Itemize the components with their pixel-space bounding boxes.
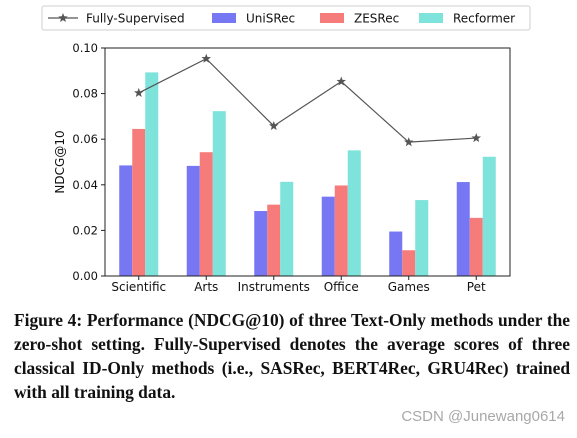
bar-recformer-office: [347, 150, 361, 276]
bar-zesrec-office: [334, 185, 348, 276]
plot-frame: [104, 47, 511, 277]
y-axis-ticks: 0.00 0.02 0.04 0.06 0.08 0.10: [72, 41, 105, 283]
y-tick-label: 0.00: [72, 269, 98, 283]
bar-unisrec-office: [321, 196, 335, 276]
fully-supervised-point-games: [403, 137, 414, 147]
legend-star-icon: [58, 13, 68, 23]
bar-recformer-scientific: [145, 72, 159, 277]
bar-layer: [119, 72, 496, 277]
bar-unisrec-instruments: [254, 211, 268, 276]
x-tick-label-scientific: Scientific: [111, 280, 166, 294]
chart: Fully-Supervised UniSRec ZESRec Recforme…: [41, 5, 531, 294]
legend-box: [41, 5, 531, 31]
y-tick-label: 0.04: [72, 178, 98, 192]
bar-zesrec-pet: [469, 217, 483, 276]
legend: Fully-Supervised UniSRec ZESRec Recforme…: [41, 5, 531, 31]
bar-zesrec-arts: [199, 152, 213, 276]
x-tick-label-arts: Arts: [194, 280, 218, 294]
watermark: CSDN @Junewang0614: [401, 408, 565, 425]
legend-label-fully-supervised: Fully-Supervised: [86, 12, 185, 26]
x-tick-label-instruments: Instruments: [238, 280, 310, 294]
fully-supervised-point-scientific: [133, 87, 144, 97]
bar-zesrec-games: [402, 250, 416, 276]
x-tick-label-office: Office: [324, 280, 359, 294]
y-tick-label: 0.02: [72, 223, 98, 237]
bar-unisrec-games: [389, 231, 403, 276]
y-tick-label: 0.10: [72, 41, 98, 55]
bar-unisrec-scientific: [119, 165, 133, 276]
bar-recformer-pet: [482, 156, 496, 276]
fully-supervised-point-office: [336, 76, 347, 86]
bar-recformer-games: [415, 200, 429, 276]
y-tick-label: 0.06: [72, 132, 98, 146]
legend-swatch-unisrec: [212, 13, 236, 23]
legend-swatch-recformer: [419, 13, 443, 23]
x-tick-label-games: Games: [388, 280, 430, 294]
bar-recformer-instruments: [280, 181, 294, 276]
figure-caption: Figure 4: Performance (NDCG@10) of three…: [14, 310, 570, 402]
bar-zesrec-scientific: [132, 128, 146, 276]
y-axis-label: NDCG@10: [53, 130, 67, 193]
fully-supervised-point-arts: [201, 53, 212, 63]
fully-supervised-point-pet: [471, 133, 482, 143]
bar-unisrec-arts: [186, 165, 200, 276]
axes: [104, 47, 511, 277]
y-tick-label: 0.08: [72, 87, 98, 101]
legend-label-recformer: Recformer: [453, 12, 515, 26]
x-axis-ticks: Scientific Arts Instruments Office Games Pet: [111, 276, 486, 294]
bar-recformer-arts: [212, 111, 226, 276]
fully-supervised-line-layer: [133, 53, 482, 147]
fully-supervised-line: [138, 57, 477, 143]
x-tick-label-pet: Pet: [467, 280, 486, 294]
fully-supervised-point-instruments: [268, 120, 279, 131]
bar-unisrec-pet: [456, 182, 470, 276]
legend-label-unisrec: UniSRec: [246, 12, 295, 26]
legend-label-zesrec: ZESRec: [354, 12, 399, 26]
bar-zesrec-instruments: [267, 204, 281, 276]
legend-swatch-zesrec: [320, 13, 344, 23]
